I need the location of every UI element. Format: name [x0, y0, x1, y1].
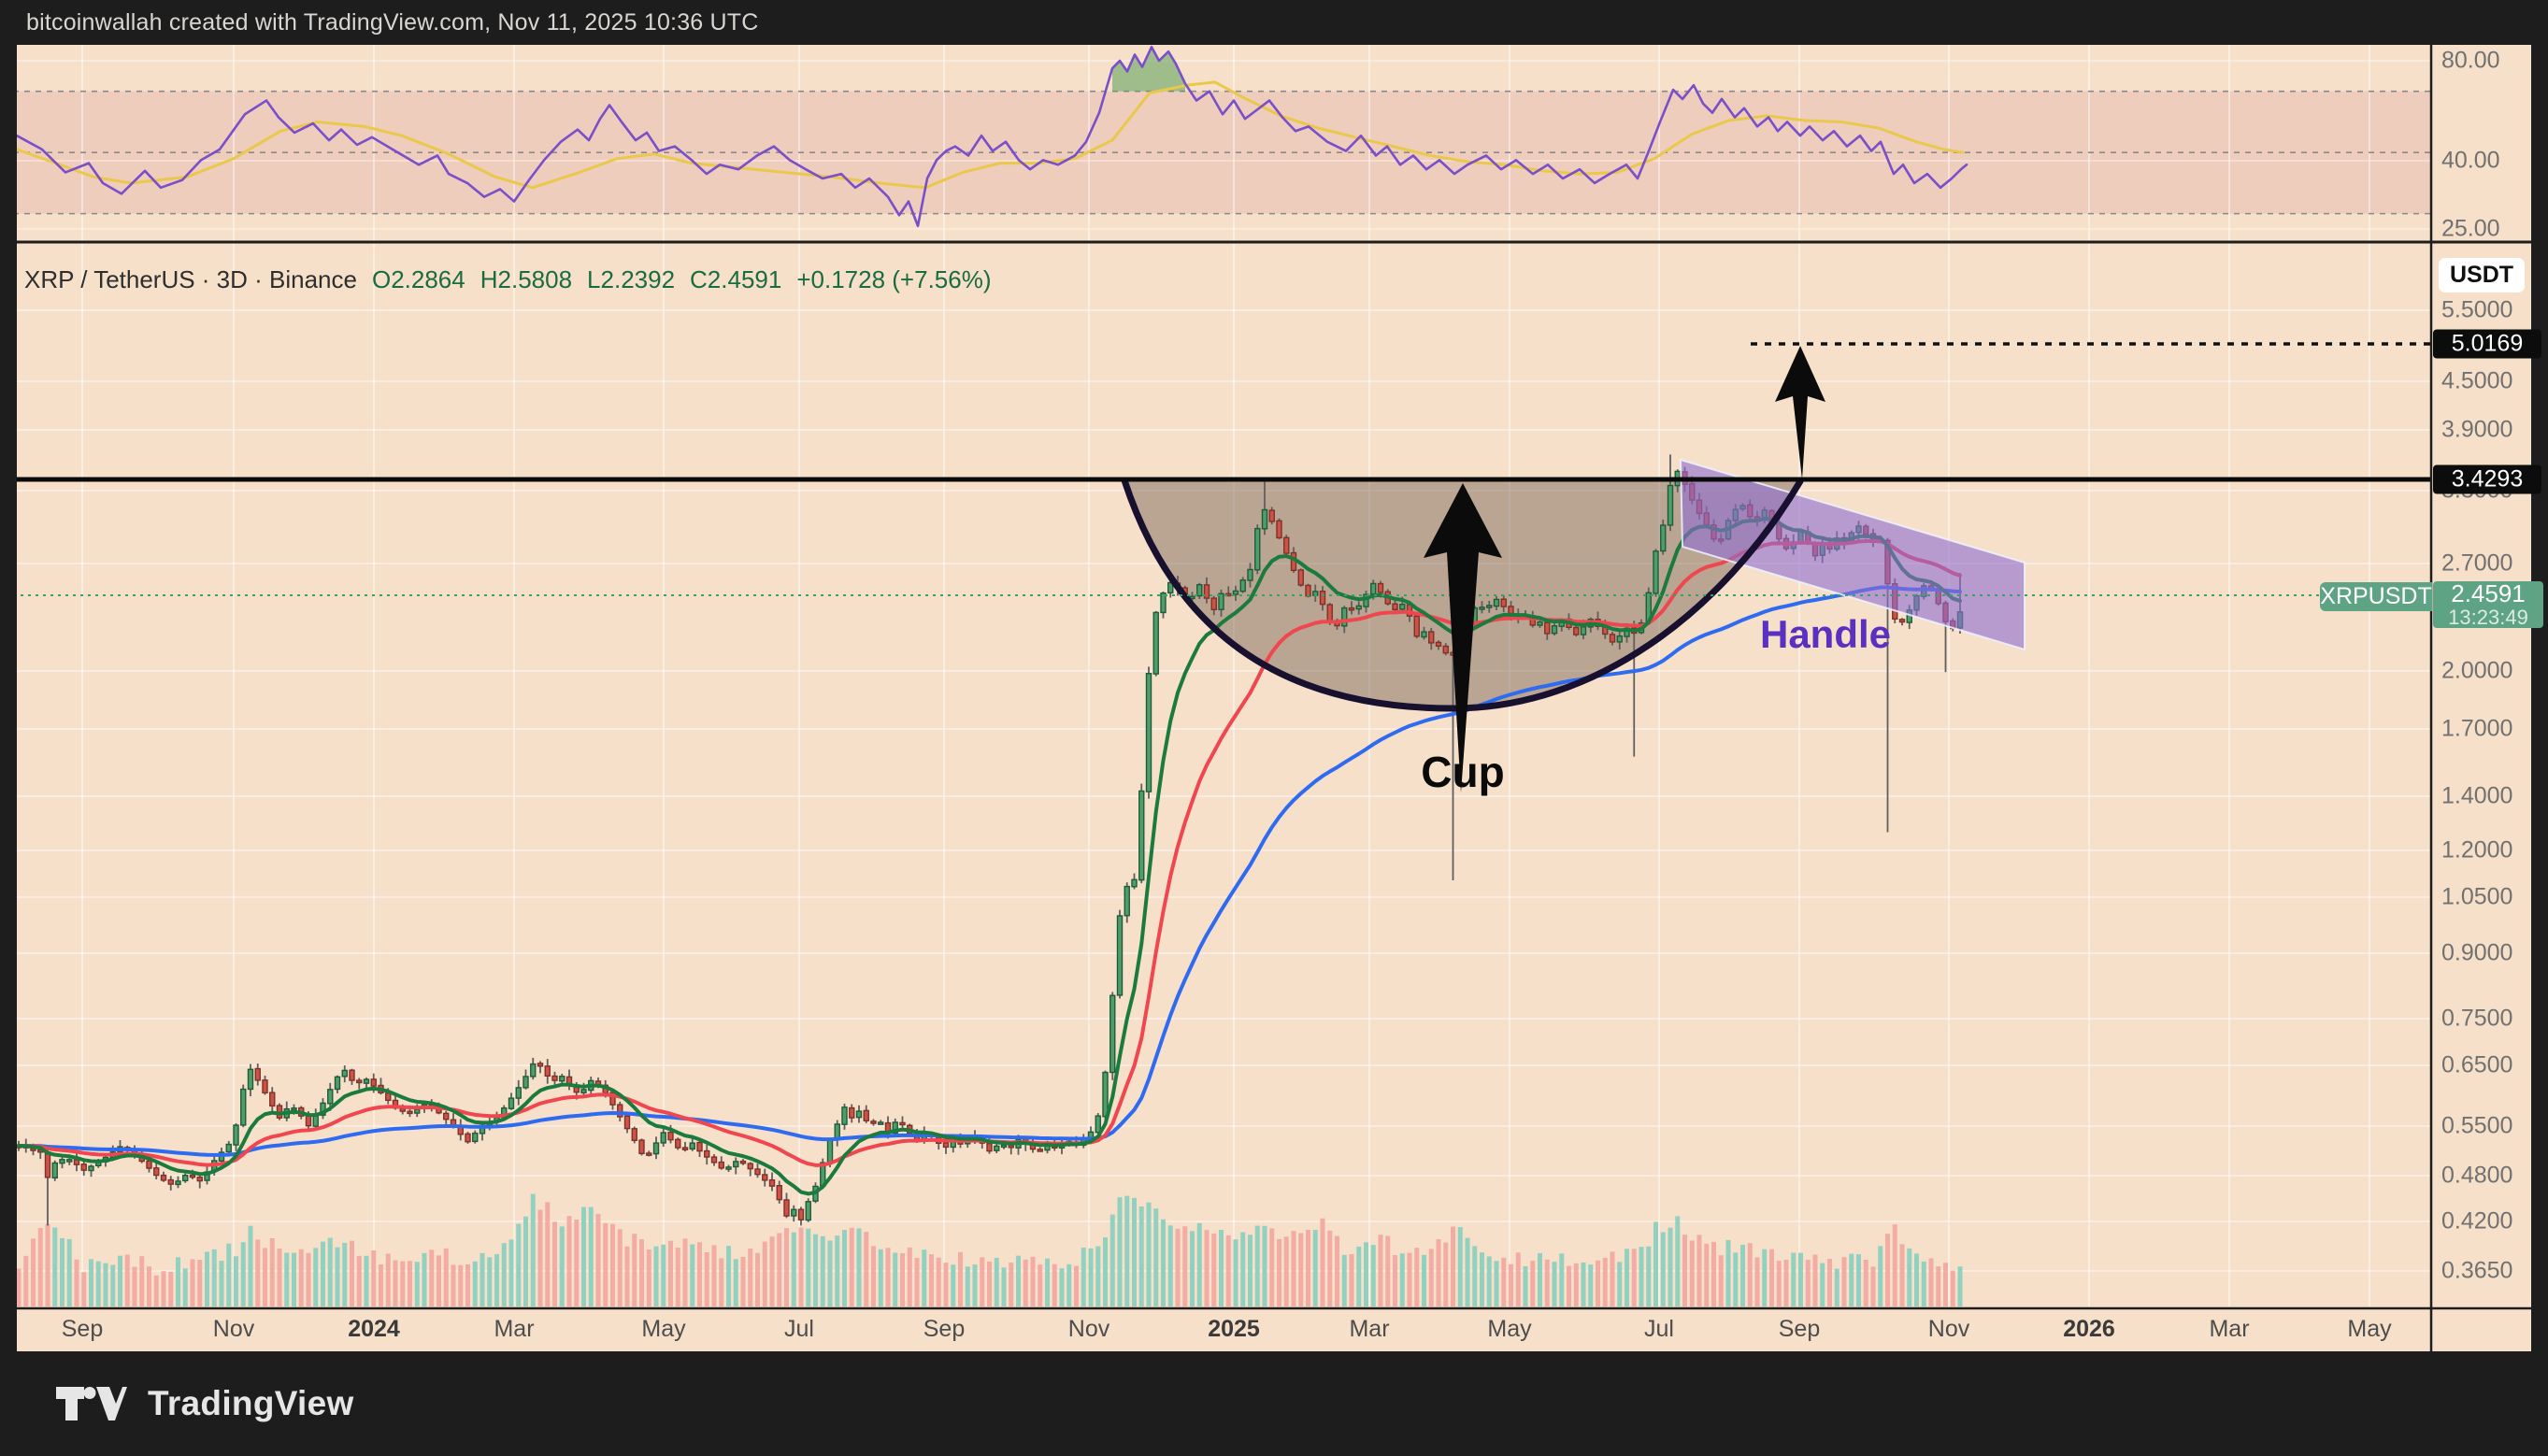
ma-slow-line [17, 585, 1962, 1157]
rsi-line [15, 45, 1968, 228]
rsi-tick-label: 80.00 [2441, 47, 2500, 74]
time-tick-label: Nov [1927, 1316, 1970, 1342]
rsi-tick-label: 40.00 [2441, 147, 2500, 174]
time-tick-label: Nov [1067, 1316, 1110, 1342]
price-tick-label: 0.5500 [2441, 1112, 2513, 1139]
price-tick-label: 1.7000 [2441, 715, 2513, 742]
tradingview-logo[interactable]: TradingView [56, 1384, 354, 1423]
time-tick-label: Sep [61, 1316, 104, 1342]
price-tick-label: 1.2000 [2441, 836, 2513, 864]
rsi-ma-line [15, 80, 1965, 190]
left-frame [0, 45, 17, 1456]
price-tick-label: 0.3650 [2441, 1257, 2513, 1284]
ohlc-open: O2.2864 [371, 265, 465, 293]
time-tick-label: Mar [494, 1316, 535, 1342]
ohlc-low: L2.2392 [587, 265, 676, 293]
price-tick-label: 5.5000 [2441, 296, 2513, 323]
handle-annotation-label: Handle [1759, 612, 1892, 656]
ohlc-close: C2.4591 [690, 265, 782, 293]
gridlines [13, 45, 2430, 1306]
last-price-badge[interactable]: 2.4591 13:23:49 [2433, 578, 2543, 630]
currency-toggle-button[interactable]: USDT [2439, 258, 2525, 293]
attribution-text: bitcoinwallah created with TradingView.c… [26, 8, 759, 36]
price-tick-label: 0.4200 [2441, 1207, 2513, 1235]
target-price-badge[interactable]: 5.0169 [2433, 329, 2541, 359]
price-tick-label: 4.5000 [2441, 367, 2513, 394]
time-tick-label: Sep [1778, 1316, 1821, 1342]
handle-channel [1679, 458, 2026, 651]
time-tick-label: Nov [212, 1316, 255, 1342]
price-tick-label: 2.0000 [2441, 657, 2513, 684]
ma-fast-line [17, 517, 1962, 1196]
time-tick-label: 2026 [2063, 1316, 2115, 1342]
price-tick-label: 1.4000 [2441, 782, 2513, 809]
right-frame [2531, 45, 2548, 1456]
ohlc-high: H2.5808 [480, 265, 573, 293]
volume-bars [16, 1193, 1963, 1306]
symbol-info-row[interactable]: XRP / TetherUS · 3D · Binance O2.2864 H2… [24, 265, 992, 294]
last-price-value: 2.4591 [2451, 578, 2526, 607]
bar-countdown: 13:23:49 [2448, 606, 2528, 630]
time-tick-label: May [1487, 1316, 1532, 1342]
time-tick-label: Jul [784, 1316, 814, 1342]
price-tick-label: 3.9000 [2441, 416, 2513, 443]
rsi-overbought-fill [1112, 47, 1185, 92]
time-tick-label: Sep [923, 1316, 966, 1342]
rsi-tick-label: 25.00 [2441, 215, 2500, 242]
time-tick-label: 2025 [1208, 1316, 1260, 1342]
cup-pattern-outline [1121, 477, 1804, 712]
price-tick-label: 0.7500 [2441, 1005, 2513, 1032]
price-tick-label: 1.0500 [2441, 883, 2513, 910]
breakout-price-badge[interactable]: 3.4293 [2433, 464, 2541, 494]
symbol-price-label: XRPUSDT [2320, 582, 2432, 611]
tradingview-logo-text: TradingView [148, 1384, 354, 1422]
cup-annotation-label: Cup [1421, 748, 1505, 796]
cup-breakout-arrow [1424, 483, 1502, 792]
handle-target-arrow [1775, 346, 1825, 479]
time-tick-label: 2024 [348, 1316, 400, 1342]
attribution-bar: bitcoinwallah created with TradingView.c… [0, 0, 2548, 45]
time-tick-label: Mar [2209, 1316, 2250, 1342]
price-tick-label: 0.9000 [2441, 939, 2513, 966]
price-tick-label: 2.7000 [2441, 550, 2513, 577]
time-tick-label: Jul [1644, 1316, 1674, 1342]
tradingview-logo-icon [56, 1387, 127, 1420]
footer-bar: TradingView [0, 1351, 2548, 1456]
time-tick-label: May [641, 1316, 686, 1342]
price-tick-label: 0.6500 [2441, 1051, 2513, 1078]
time-tick-label: Mar [1349, 1316, 1390, 1342]
price-tick-label: 0.4800 [2441, 1162, 2513, 1189]
ohlc-change: +0.1728 (+7.56%) [796, 265, 992, 293]
symbol-title[interactable]: XRP / TetherUS · 3D · Binance [24, 265, 357, 293]
time-tick-label: May [2347, 1316, 2392, 1342]
